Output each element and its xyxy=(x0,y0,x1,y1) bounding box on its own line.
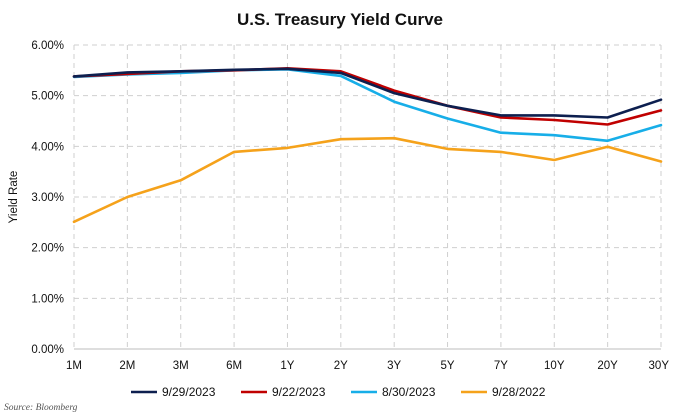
legend-label: 9/29/2023 xyxy=(162,385,216,399)
legend: 9/29/2023 9/22/2023 8/30/2023 9/28/2022 xyxy=(131,385,546,399)
x-tick-label: 10Y xyxy=(544,360,565,372)
legend-label: 9/28/2022 xyxy=(492,385,546,399)
y-tick-label: 5.00% xyxy=(31,91,64,103)
y-tick-label: 3.00% xyxy=(31,192,64,204)
y-tick-label: 6.00% xyxy=(31,40,64,52)
legend-item: 8/30/2023 xyxy=(351,385,436,399)
x-tick-label: 2M xyxy=(119,360,135,372)
x-tick-label: 2Y xyxy=(334,360,348,372)
y-tick-label: 2.00% xyxy=(31,243,64,255)
x-tick-label: 30Y xyxy=(649,360,670,372)
chart-title: U.S. Treasury Yield Curve xyxy=(237,10,443,29)
grid xyxy=(73,44,662,350)
x-tick-label: 20Y xyxy=(597,360,618,372)
legend-label: 8/30/2023 xyxy=(382,385,436,399)
series-line-9-28-2022 xyxy=(72,136,663,224)
series-lines xyxy=(72,67,663,224)
legend-item: 9/29/2023 xyxy=(131,385,216,399)
y-tick-label: 0.00% xyxy=(31,344,64,356)
legend-label: 9/22/2023 xyxy=(272,385,326,399)
x-tick-label: 1M xyxy=(66,360,82,372)
x-axis-ticks: 1M 2M 3M 6M 1Y 2Y 3Y 5Y 7Y 10Y 20Y 30Y xyxy=(66,360,669,372)
y-axis-label: Yield Rate xyxy=(8,171,20,224)
y-tick-label: 4.00% xyxy=(31,141,64,153)
series-line-8-30-2023 xyxy=(72,68,663,143)
series-line-9-29-2023 xyxy=(72,67,663,119)
source-note: Source: Bloomberg xyxy=(4,403,78,413)
x-tick-label: 3M xyxy=(173,360,189,372)
y-tick-label: 1.00% xyxy=(31,293,64,305)
legend-item: 9/28/2022 xyxy=(461,385,546,399)
x-tick-label: 3Y xyxy=(387,360,401,372)
y-axis-ticks: 0.00% 1.00% 2.00% 3.00% 4.00% 5.00% 6.00% xyxy=(31,40,64,356)
x-tick-label: 1Y xyxy=(280,360,294,372)
legend-item: 9/22/2023 xyxy=(241,385,326,399)
x-tick-label: 5Y xyxy=(441,360,455,372)
x-tick-label: 6M xyxy=(226,360,242,372)
x-tick-label: 7Y xyxy=(494,360,508,372)
